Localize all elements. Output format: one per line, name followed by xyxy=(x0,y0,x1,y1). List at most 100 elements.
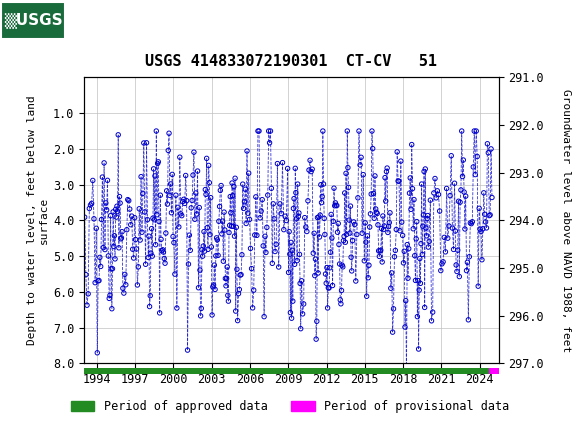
Point xyxy=(295,280,305,287)
Point xyxy=(317,193,327,200)
Point xyxy=(206,243,216,250)
Point xyxy=(199,243,208,249)
Point xyxy=(162,187,171,194)
Point xyxy=(375,253,384,260)
Point xyxy=(464,316,473,323)
Point xyxy=(131,236,140,243)
Point xyxy=(397,219,407,226)
Point xyxy=(309,250,318,257)
Point xyxy=(470,128,479,135)
Point xyxy=(306,157,315,164)
Point xyxy=(119,290,129,297)
Point xyxy=(369,190,378,197)
Point xyxy=(202,224,212,231)
Point xyxy=(245,216,254,223)
Point xyxy=(435,208,444,215)
Point xyxy=(419,168,429,175)
Point xyxy=(231,224,241,231)
Point xyxy=(393,178,403,184)
Point xyxy=(353,194,362,201)
Point xyxy=(414,277,423,284)
Point xyxy=(394,178,404,184)
Point xyxy=(242,147,252,154)
Point xyxy=(208,283,218,290)
Point xyxy=(448,224,457,231)
Point xyxy=(362,293,371,300)
Point xyxy=(476,226,485,233)
Point xyxy=(227,223,236,230)
Point xyxy=(339,237,348,244)
Point xyxy=(158,246,167,253)
Point xyxy=(315,233,324,240)
Point xyxy=(329,185,339,192)
Point xyxy=(343,164,353,171)
Point xyxy=(228,192,237,199)
Point xyxy=(312,318,321,325)
Point xyxy=(473,153,482,160)
Point xyxy=(323,304,332,311)
Point xyxy=(114,244,124,251)
Point xyxy=(324,284,333,291)
Point xyxy=(285,228,294,235)
Point xyxy=(288,298,298,304)
Point xyxy=(331,200,340,206)
Point xyxy=(130,214,139,221)
Point xyxy=(216,187,225,194)
Point xyxy=(400,248,409,255)
Point xyxy=(82,302,92,309)
Point xyxy=(334,241,343,248)
Point xyxy=(150,216,159,223)
Point xyxy=(380,223,389,230)
Point xyxy=(377,225,386,232)
Point xyxy=(440,234,449,241)
Point xyxy=(405,190,414,197)
Point xyxy=(391,247,400,254)
Point xyxy=(483,140,492,147)
Y-axis label: Depth to water level, feet below land
surface: Depth to water level, feet below land su… xyxy=(27,95,49,345)
Point xyxy=(473,283,483,290)
Point xyxy=(241,186,250,193)
Point xyxy=(222,275,231,282)
Point xyxy=(459,157,468,163)
Point xyxy=(186,247,195,254)
Point xyxy=(327,234,336,241)
Point xyxy=(235,286,244,293)
Point xyxy=(88,177,97,184)
Point xyxy=(120,271,129,278)
Point xyxy=(349,218,358,225)
Point xyxy=(443,235,452,242)
Point xyxy=(213,252,223,259)
Point xyxy=(382,168,391,175)
Point xyxy=(84,290,93,297)
Point xyxy=(386,285,396,292)
Point xyxy=(124,197,133,204)
Point xyxy=(89,215,99,222)
Point xyxy=(466,219,475,226)
Point xyxy=(235,272,245,279)
Point xyxy=(291,165,300,172)
Point xyxy=(337,287,346,294)
Point xyxy=(99,160,108,166)
Point xyxy=(123,196,132,203)
Point xyxy=(292,215,301,222)
Point xyxy=(252,232,262,239)
Point xyxy=(108,209,118,215)
Point xyxy=(239,205,248,212)
Point xyxy=(193,168,202,175)
Point xyxy=(144,233,154,240)
Point xyxy=(81,271,90,278)
Point xyxy=(417,181,426,187)
Point xyxy=(135,206,144,212)
Point xyxy=(320,231,329,238)
Point xyxy=(316,181,325,188)
Point xyxy=(223,292,233,299)
Point xyxy=(238,181,248,187)
Point xyxy=(181,172,190,179)
Point xyxy=(248,304,258,311)
Point xyxy=(345,217,354,224)
Point xyxy=(414,346,423,353)
Point xyxy=(267,185,276,192)
Point xyxy=(142,139,151,146)
Point xyxy=(141,261,150,268)
Point xyxy=(219,258,228,264)
